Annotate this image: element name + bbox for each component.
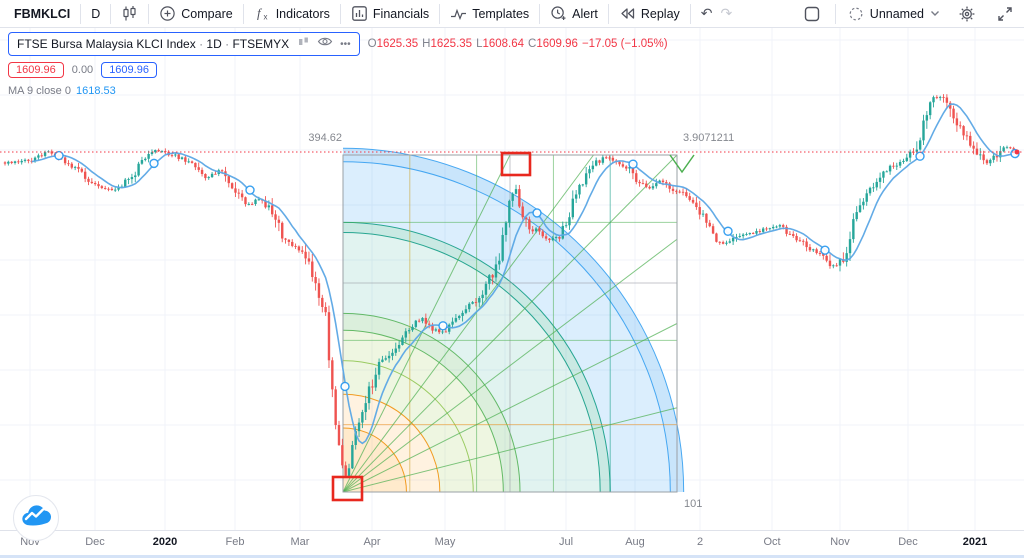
toolbar-separator [148,3,150,24]
toolbar-separator [339,3,341,24]
axis-month-label[interactable]: Apr [363,536,381,548]
axis-month-label[interactable]: Mar [290,536,310,548]
symbol-search-button[interactable]: FBMKLCI [14,6,71,21]
toolbar-separator [439,3,441,24]
axis-month-label[interactable]: May [434,536,456,548]
cloud-logo-icon [19,503,53,534]
candlestick-series [3,94,1019,478]
svg-text:x: x [263,13,267,22]
spread-value: 0.00 [71,64,94,76]
more-options-icon[interactable]: ••• [340,38,351,50]
select-bars-button[interactable] [795,2,829,26]
toolbar-separator [834,3,836,24]
mini-bars-icon[interactable] [297,35,310,53]
undo-button[interactable]: ↶ [693,2,721,26]
fib-bar-count-label: 101 [684,498,703,510]
pulse-icon [450,5,467,22]
axis-month-label[interactable]: Oct [763,536,781,548]
tradingview-logo-button[interactable] [13,495,59,541]
layout-name-label: Unnamed [869,6,924,21]
dashed-circle-icon [848,6,864,22]
toolbar-separator [607,3,609,24]
empty-square-icon [803,5,821,23]
fib-price-range-label: 394.62 [308,132,342,144]
axis-month-label[interactable]: Jul [558,536,574,548]
ohlc-values: O1625.35 H1625.35 L1608.64 C1609.96 −17.… [367,38,668,50]
toolbar-separator [689,3,691,24]
plus-circle-icon [159,5,176,22]
compare-button[interactable]: Compare [151,2,240,26]
chart-type-button[interactable] [113,2,146,26]
bottom-divider [0,555,1024,558]
svg-text:f: f [257,6,263,21]
alarm-clock-icon [550,5,567,22]
buy-price-button[interactable]: 1609.96 [101,62,157,78]
financials-button[interactable]: Financials [343,2,437,26]
price-chart-canvas[interactable] [0,28,1024,530]
red-highlight-box [500,151,532,177]
legend-main-row: FTSE Bursa Malaysia KLCI Index · 1D · FT… [8,32,668,56]
sell-price-button[interactable]: 1609.96 [8,62,64,78]
bar-chart-icon [351,5,368,22]
rewind-icon [619,5,636,22]
replay-button[interactable]: Replay [611,2,688,26]
compare-label: Compare [181,6,233,21]
ma-indicator-row[interactable]: MA 9 close 0 1618.53 [8,85,668,97]
financials-label: Financials [372,6,430,21]
fib-speed-resistance-arcs[interactable] [342,147,695,493]
chevron-down-icon [930,10,940,17]
toolbar-separator [539,3,541,24]
toolbar-right-group: Unnamed [795,2,1016,26]
axis-month-label[interactable]: Feb [225,536,245,548]
axis-month-label[interactable]: 2021 [962,536,988,548]
chart-area[interactable]: FTSE Bursa Malaysia KLCI Index · 1D · FT… [0,28,1024,541]
undo-arrow-icon: ↶ [700,5,713,22]
ma-indicator-value: 1618.53 [75,85,116,97]
chart-legend: FTSE Bursa Malaysia KLCI Index · 1D · FT… [8,32,668,97]
axis-month-label[interactable]: 2020 [152,536,178,548]
axis-month-label[interactable]: Dec [85,536,105,548]
red-highlight-box [331,475,364,502]
legend-icons: ••• [297,35,351,53]
legend-symbol-title: FTSE Bursa Malaysia KLCI Index · 1D · FT… [17,37,290,51]
toolbar-separator [80,3,82,24]
ma-indicator-label: MA 9 close 0 [8,85,71,97]
ma-line[interactable] [31,103,1018,445]
templates-button[interactable]: Templates [442,2,537,26]
legend-trade-row: 1609.96 0.00 1609.96 [8,62,668,78]
toolbar-separator [242,3,244,24]
layout-dropdown[interactable]: Unnamed [842,2,946,26]
alert-button[interactable]: Alert [542,2,606,26]
eye-icon[interactable] [317,35,333,53]
chart-grid [0,28,1024,530]
expand-arrows-icon [996,5,1014,23]
axis-month-label[interactable]: Aug [625,536,645,548]
last-price-marker [1014,149,1020,155]
candlestick-icon [121,5,138,22]
change-value: −17.05 (−1.05%) [581,38,668,50]
replay-label: Replay [640,6,680,21]
redo-arrow-icon: ↷ [720,5,733,22]
indicators-label: Indicators [275,6,330,21]
axis-month-label[interactable]: Nov [830,536,850,548]
templates-label: Templates [472,6,530,21]
redo-button[interactable]: ↷ [721,2,741,26]
alert-label: Alert [572,6,598,21]
ma-line-handles[interactable] [54,148,1020,392]
time-axis[interactable]: Nov Dec 2020 Feb Mar Apr May Jul Aug 2 Oct Nov Dec 20… [0,530,1024,555]
interval-button[interactable]: D [91,6,101,21]
legend-symbol-box[interactable]: FTSE Bursa Malaysia KLCI Index · 1D · FT… [8,32,360,56]
gear-icon [958,5,976,23]
fib-ratio-label: 3.9071211 [683,132,735,144]
toolbar-separator [110,3,112,24]
annotation-highlights [331,151,532,502]
axis-month-label[interactable]: Dec [898,536,918,548]
axis-month-label[interactable]: 2 [696,536,704,548]
fullscreen-button[interactable] [988,2,1016,26]
settings-button[interactable] [950,2,984,26]
